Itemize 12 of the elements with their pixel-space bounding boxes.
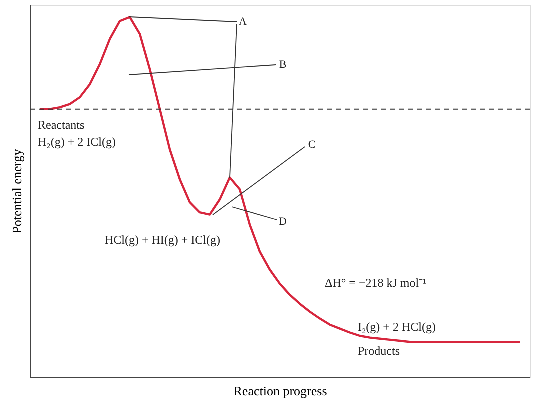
annotation: HCl(g) + HI(g) + ICl(g) [105,233,221,247]
annotation: H₂(g) + 2 ICl(g) [38,135,116,149]
y-axis-title: Potential energy [10,148,24,234]
annotation: Products [358,344,400,358]
annotation: C [308,139,316,151]
annotation: Reactants [38,118,85,132]
x-axis-title: Reaction progress [234,384,328,398]
annotation: D [279,216,288,228]
annotation: ΔH° = −218 kJ mol⁻¹ [325,276,428,290]
annotation: I₂(g) + 2 HCl(g) [358,320,436,334]
annotation: B [279,59,287,71]
annotation: A [239,16,248,28]
